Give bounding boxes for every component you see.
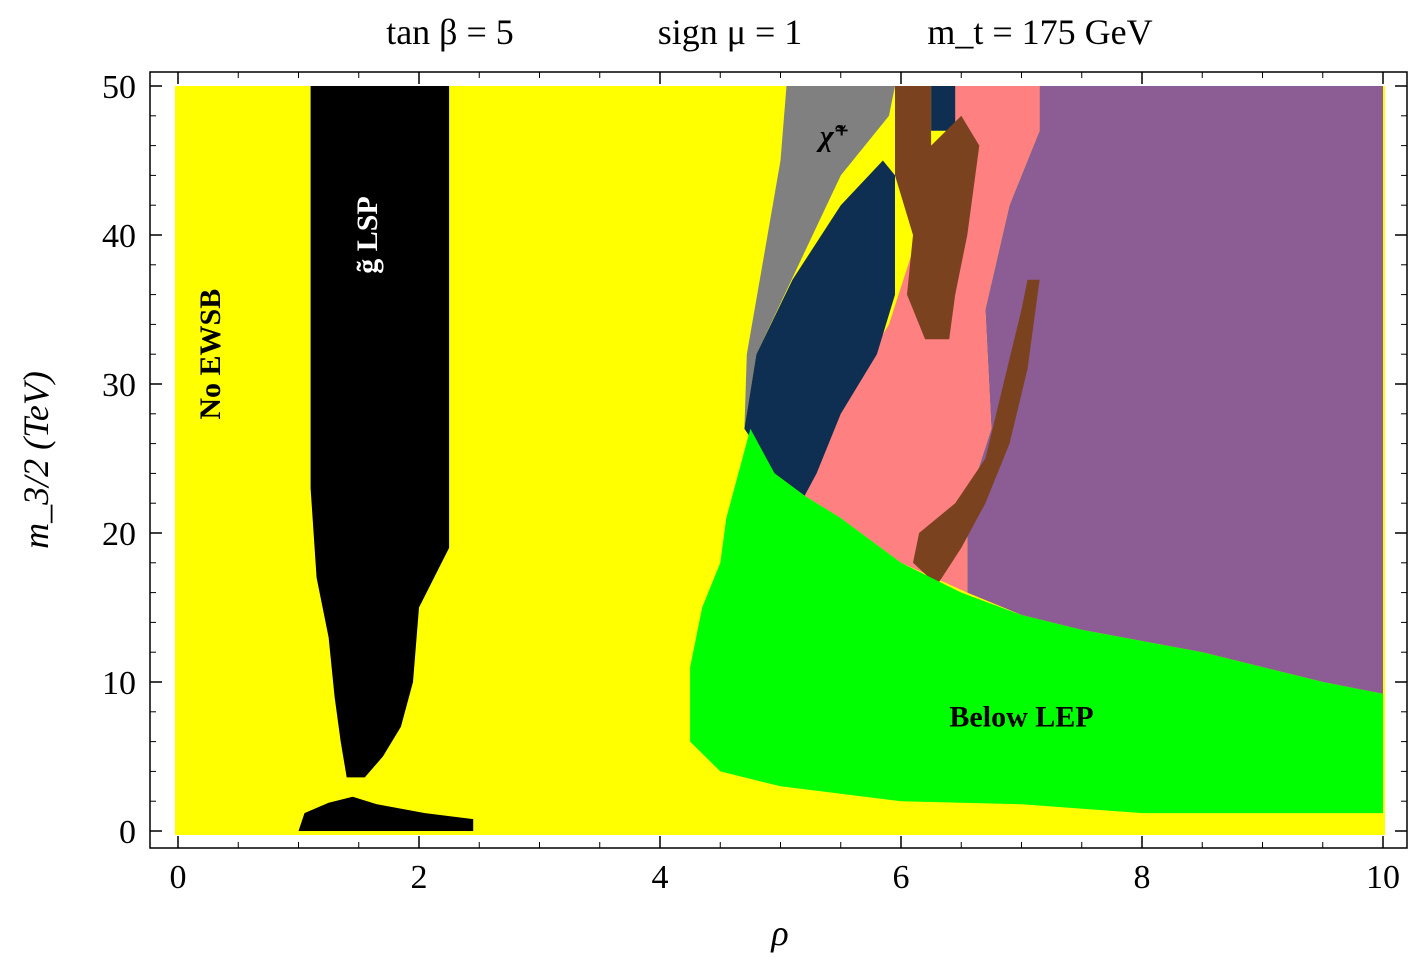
region-purple [967,86,1383,694]
y-axis-label: m_3/2 (TeV) [16,371,56,549]
x-tick-label: 0 [170,859,187,896]
annotation-3: Below LEP [949,701,1093,734]
annotation-2: χ̃⁺ [816,120,850,153]
y-tick-label: 50 [102,69,136,106]
region-navy-top [931,86,955,131]
x-tick-label: 2 [411,859,428,896]
y-tick-label: 10 [102,665,136,702]
x-tick-label: 8 [1134,859,1151,896]
title-tan-beta: tan β = 5 [386,12,514,52]
y-tick-label: 0 [119,814,136,851]
y-tick-label: 30 [102,367,136,404]
title-top-mass: m_t = 175 GeV [927,12,1152,52]
x-tick-label: 4 [652,859,669,896]
x-tick-label: 10 [1366,859,1400,896]
annotation-1: g̃ LSP [351,196,384,274]
y-tick-label: 40 [102,218,136,255]
x-axis-label: ρ [770,913,788,953]
title-sign-mu: sign μ = 1 [658,12,803,52]
chart-title: tan β = 5 sign μ = 1 m_t = 175 GeV [386,12,1152,52]
x-tick-label: 6 [893,859,910,896]
annotation-0: No EWSB [194,289,227,420]
y-tick-label: 20 [102,516,136,553]
